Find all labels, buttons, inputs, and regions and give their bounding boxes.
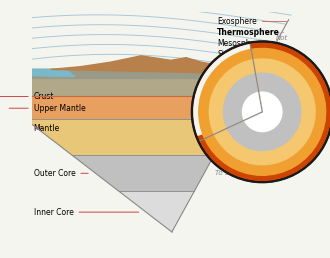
Text: Thermosphere: Thermosphere [217,28,283,37]
Polygon shape [25,119,234,155]
Circle shape [194,43,330,180]
Polygon shape [0,69,261,96]
Polygon shape [0,69,261,78]
Circle shape [243,92,282,132]
Circle shape [194,43,330,180]
Text: Mesosphere: Mesosphere [217,39,275,48]
Circle shape [223,73,301,151]
Wedge shape [223,74,262,128]
Circle shape [223,73,301,151]
Circle shape [209,59,315,165]
Circle shape [243,92,282,132]
Wedge shape [244,92,282,132]
Circle shape [199,49,326,175]
Polygon shape [119,191,194,232]
Polygon shape [0,96,247,119]
Circle shape [194,43,330,180]
Text: Exosphere: Exosphere [217,17,287,26]
Wedge shape [199,49,262,139]
Circle shape [199,49,326,175]
Circle shape [192,41,330,182]
Polygon shape [51,56,261,74]
Wedge shape [209,60,262,134]
Circle shape [209,59,315,165]
Wedge shape [194,45,262,135]
Text: To scale: To scale [215,170,243,176]
Polygon shape [0,69,75,77]
Wedge shape [205,49,326,175]
Text: Not
to
scale: Not to scale [276,35,294,55]
Wedge shape [200,43,330,180]
Text: Outer Core: Outer Core [34,169,88,178]
Text: Mantle: Mantle [34,124,60,133]
Text: Crust: Crust [0,92,54,101]
Text: Upper Mantle: Upper Mantle [9,104,85,113]
Wedge shape [214,59,315,165]
Text: Troposphere: Troposphere [217,60,264,69]
Text: Inner Core: Inner Core [34,208,139,217]
Text: Stratosphere: Stratosphere [217,50,272,59]
Wedge shape [243,92,262,120]
Polygon shape [72,155,214,191]
Wedge shape [227,73,301,151]
